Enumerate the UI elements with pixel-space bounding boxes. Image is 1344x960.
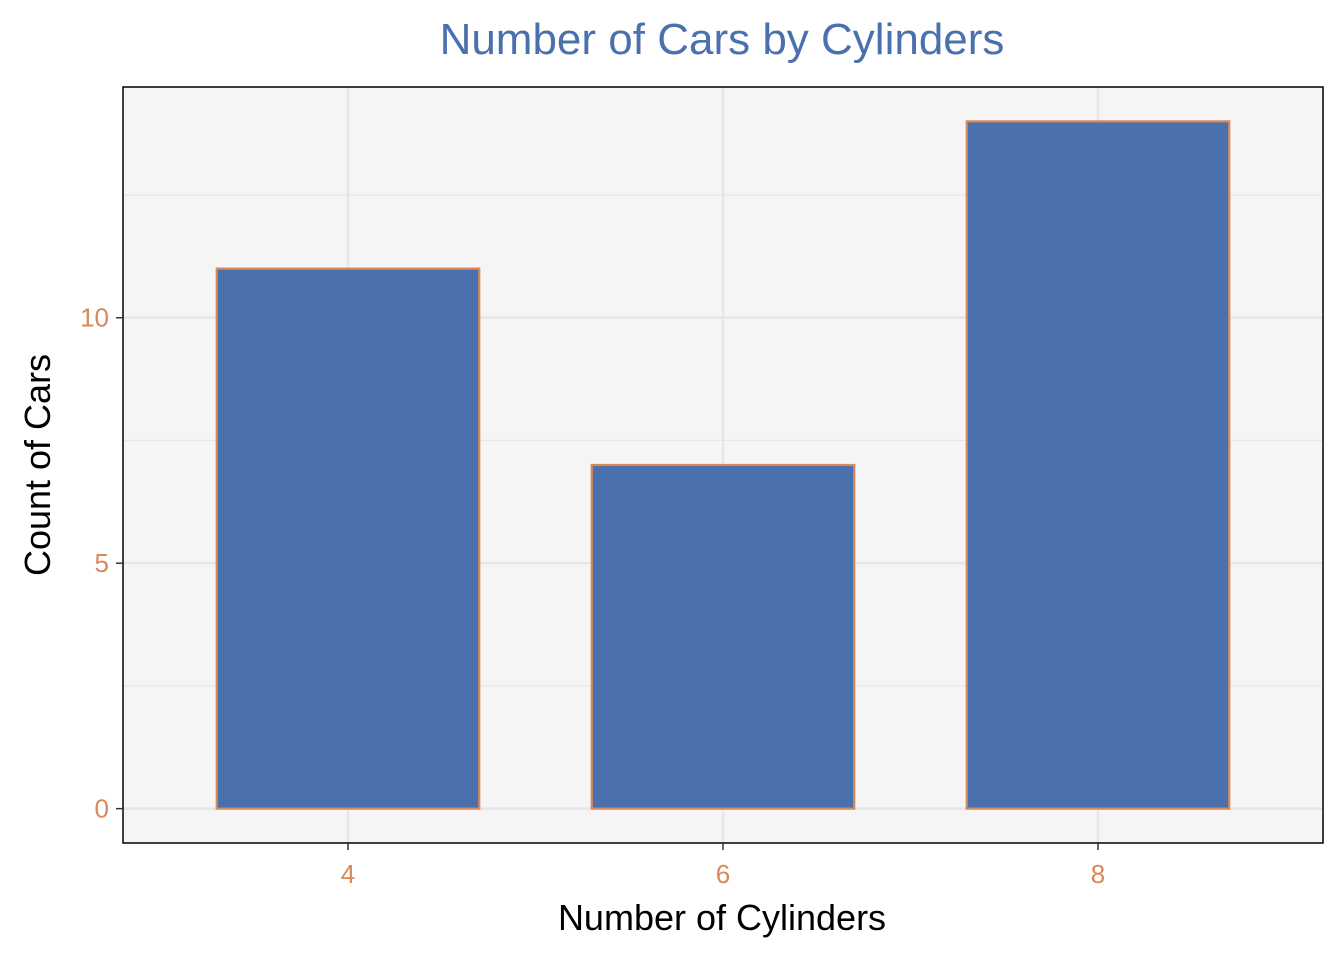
x-tick-label: 6 — [716, 859, 730, 889]
bar-8 — [965, 120, 1231, 810]
bars — [215, 120, 1231, 810]
bar-4 — [215, 267, 481, 810]
y-tick-label: 5 — [95, 548, 109, 578]
y-tick-label: 0 — [95, 794, 109, 824]
bar-6 — [590, 463, 856, 810]
x-tick-label: 4 — [341, 859, 355, 889]
y-axis-title: Count of Cars — [17, 354, 58, 576]
x-axis-title: Number of Cylinders — [558, 897, 886, 938]
chart-title: Number of Cars by Cylinders — [440, 15, 1005, 64]
x-axis-ticks: 4 6 8 — [341, 843, 1105, 889]
x-tick-label: 8 — [1091, 859, 1105, 889]
y-axis-ticks: 0 5 10 — [80, 303, 123, 824]
y-tick-label: 10 — [80, 303, 109, 333]
